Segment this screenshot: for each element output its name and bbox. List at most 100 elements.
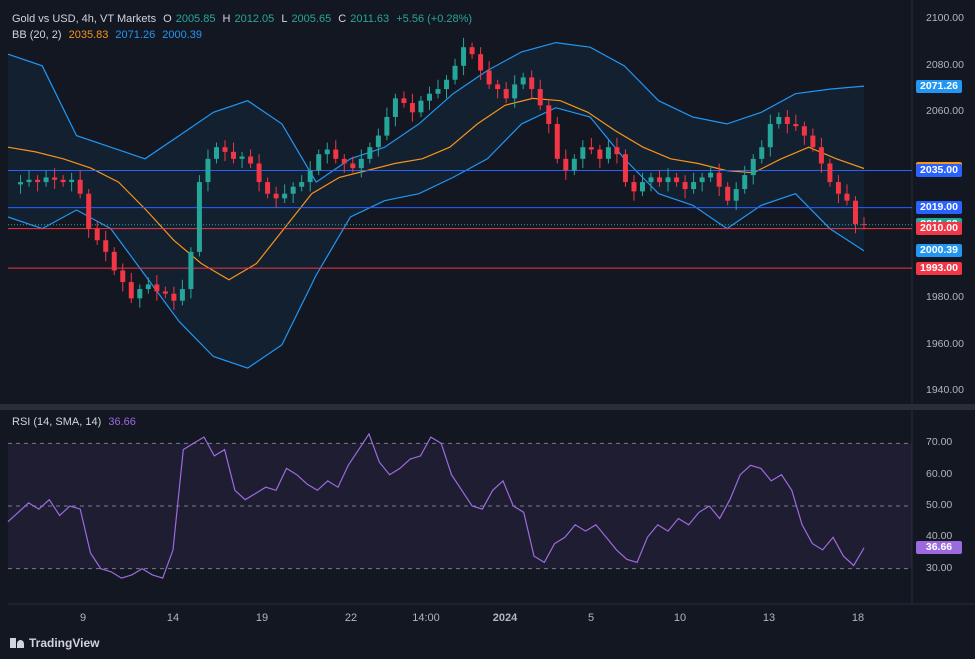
candle-body [759, 147, 765, 159]
candle-body [307, 170, 313, 183]
candle-body [77, 179, 83, 194]
ohlc-legend: Gold vs USD, 4h, VT Markets O 2005.85 H 20… [12, 13, 476, 25]
candle-body [657, 177, 663, 183]
price-tag: 2071.26 [916, 79, 962, 93]
time-tick: 10 [673, 612, 687, 624]
candle-body [128, 282, 134, 299]
candle-body [725, 186, 731, 201]
candle-body [196, 182, 202, 252]
rsi-legend[interactable]: RSI (14, SMA, 14) 36.66 [12, 416, 140, 428]
candle-body [137, 289, 143, 299]
candle-body [145, 284, 151, 290]
candle-body [520, 77, 526, 85]
bb-legend[interactable]: BB (20, 2) 2035.83 2071.26 2000.39 [12, 29, 206, 41]
candle-body [162, 291, 168, 294]
bb-fill [8, 42, 864, 369]
pane-separator [0, 404, 975, 410]
candle-body [495, 84, 501, 90]
candle-body [69, 179, 75, 183]
time-tick: 9 [79, 612, 87, 624]
candle-body [665, 177, 671, 183]
candle-body [384, 116, 390, 136]
candle-body [401, 98, 407, 104]
candle-body [435, 89, 441, 94]
candle-body [18, 182, 24, 185]
candle-body [213, 147, 219, 159]
candle-body [546, 105, 552, 124]
candle-body [256, 163, 262, 183]
candle-body [239, 156, 245, 159]
candle-body [691, 182, 697, 190]
candle-body [708, 172, 714, 178]
rsi-tick: 40.00 [926, 530, 953, 543]
candle-body [835, 182, 841, 194]
close-value: 2011.63 [350, 13, 390, 25]
rsi-line [7, 432, 865, 579]
candle-body [537, 89, 543, 106]
time-tick: 14:00 [412, 612, 440, 624]
candle-body [282, 193, 288, 199]
candle-body [639, 182, 645, 192]
candle-body [120, 270, 126, 283]
candle-body [111, 251, 117, 271]
candle-body [461, 47, 467, 66]
candle-body [418, 100, 424, 113]
candle-body [444, 79, 450, 90]
candle-body [554, 123, 560, 159]
candlesticks [18, 37, 867, 310]
candle-body [810, 135, 816, 148]
grid-lines [0, 0, 975, 605]
candle-body [733, 189, 739, 201]
candle-body [861, 223, 867, 225]
candle-body [563, 158, 569, 171]
candle-body [827, 163, 833, 183]
high-label: H [222, 13, 231, 25]
rsi-tick: 30.00 [926, 561, 953, 574]
candle-body [716, 172, 722, 187]
candle-body [35, 179, 41, 183]
candle-body [43, 177, 49, 183]
candle-body [205, 158, 211, 183]
candle-body [350, 163, 356, 169]
candle-body [614, 147, 620, 155]
tradingview-logo[interactable]: TradingView [10, 636, 99, 650]
candle-body [648, 177, 654, 183]
time-tick: 2024 [492, 612, 518, 624]
candle-body [452, 65, 458, 80]
bollinger-bands [7, 41, 865, 369]
candle-body [818, 147, 824, 164]
time-tick: 14 [166, 612, 180, 624]
candle-body [222, 147, 228, 152]
candle-body [375, 135, 381, 148]
candle-body [478, 54, 484, 71]
candle-body [324, 149, 330, 155]
candle-body [571, 158, 577, 171]
candle-body [742, 175, 748, 190]
candle-body [844, 193, 850, 201]
candle-body [631, 182, 637, 192]
candle-body [597, 149, 603, 159]
candle-body [426, 93, 432, 101]
time-tick: 19 [255, 612, 269, 624]
candle-body [409, 103, 415, 113]
candle-body [86, 193, 92, 229]
candle-body [486, 70, 492, 85]
candle-body [171, 293, 177, 301]
candle-body [188, 251, 194, 290]
candle-body [776, 116, 782, 124]
candle-body [248, 156, 254, 164]
price-tick: 2080.00 [926, 58, 964, 71]
candle-body [341, 158, 347, 164]
time-tick: 22 [344, 612, 358, 624]
tradingview-icon [10, 638, 24, 648]
high-value: 2012.05 [234, 13, 275, 25]
time-tick: 18 [851, 612, 865, 624]
candle-body [231, 151, 237, 159]
candle-body [392, 98, 398, 117]
candle-body [622, 154, 628, 183]
candle-body [580, 147, 586, 159]
time-tick: 5 [587, 612, 595, 624]
candle-body [469, 47, 475, 55]
candle-body [529, 77, 535, 90]
